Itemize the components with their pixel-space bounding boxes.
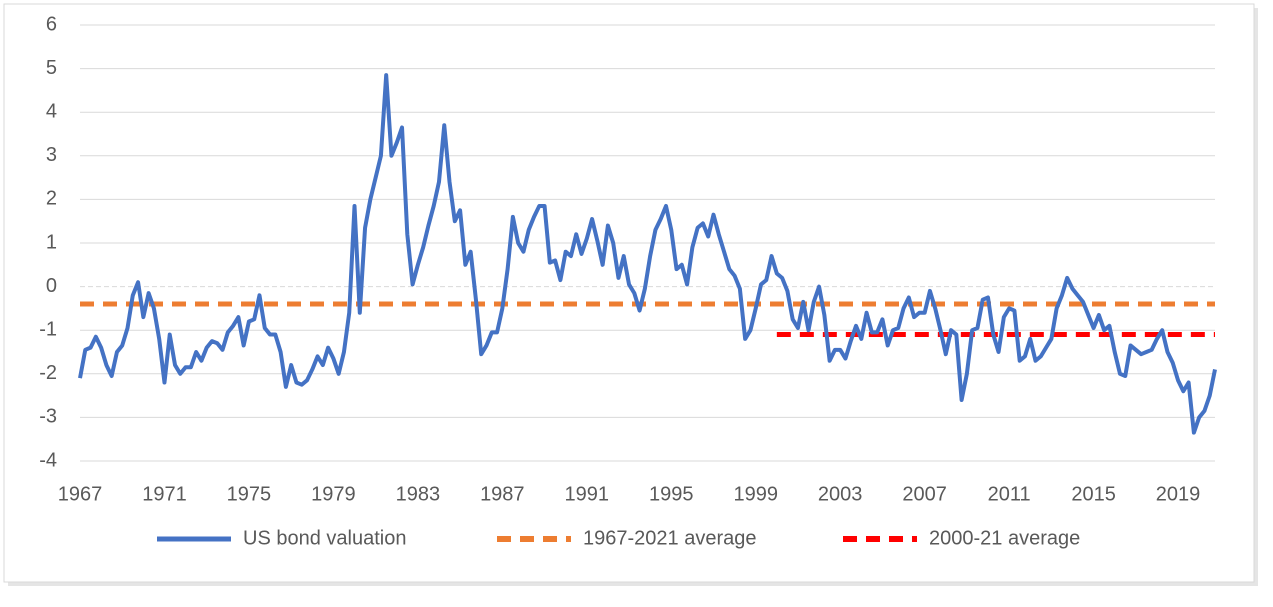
x-tick-label: 2003 [818, 483, 863, 505]
y-tick-label: 1 [46, 231, 57, 253]
x-tick-label: 1967 [58, 483, 103, 505]
x-tick-label: 1979 [311, 483, 356, 505]
x-tick-label: 1975 [227, 483, 272, 505]
x-tick-label: 1987 [480, 483, 525, 505]
x-tick-label: 2007 [902, 483, 947, 505]
x-tick-label: 2011 [988, 483, 1031, 505]
legend-label: US bond valuation [243, 527, 406, 549]
x-tick-label: 1999 [733, 483, 778, 505]
y-tick-label: 3 [46, 144, 57, 166]
y-tick-label: 6 [46, 13, 57, 35]
x-tick-label: 2015 [1071, 483, 1116, 505]
y-tick-label: -3 [39, 406, 57, 428]
y-tick-label: -2 [39, 362, 57, 384]
x-tick-label: 1991 [565, 483, 610, 505]
y-tick-label: 0 [46, 275, 57, 297]
x-tick-label: 1995 [649, 483, 694, 505]
y-tick-label: -1 [39, 318, 57, 340]
legend-label: 1967-2021 average [583, 527, 756, 549]
legend-label: 2000-21 average [929, 527, 1080, 549]
y-tick-label: -4 [39, 449, 57, 471]
x-tick-label: 1971 [142, 483, 187, 505]
x-tick-label: 2019 [1156, 483, 1201, 505]
x-tick-label: 1983 [396, 483, 441, 505]
data-line [78, 73, 1217, 435]
chart-frame [3, 3, 1255, 583]
y-tick-label: 5 [46, 57, 57, 79]
y-tick-label: 4 [46, 100, 57, 122]
y-tick-label: 2 [46, 188, 57, 210]
